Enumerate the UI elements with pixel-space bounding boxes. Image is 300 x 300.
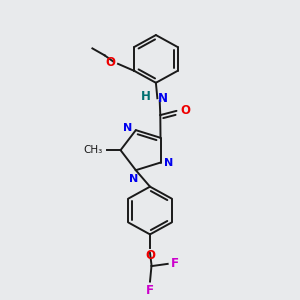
Text: N: N [123, 123, 132, 133]
Text: F: F [146, 284, 154, 297]
Text: N: N [129, 174, 138, 184]
Text: F: F [171, 257, 178, 270]
Text: O: O [106, 56, 116, 70]
Text: O: O [145, 249, 155, 262]
Text: N: N [164, 158, 173, 167]
Text: O: O [180, 104, 190, 117]
Text: CH₃: CH₃ [84, 145, 103, 154]
Text: N: N [158, 92, 168, 105]
Text: H: H [141, 90, 151, 103]
